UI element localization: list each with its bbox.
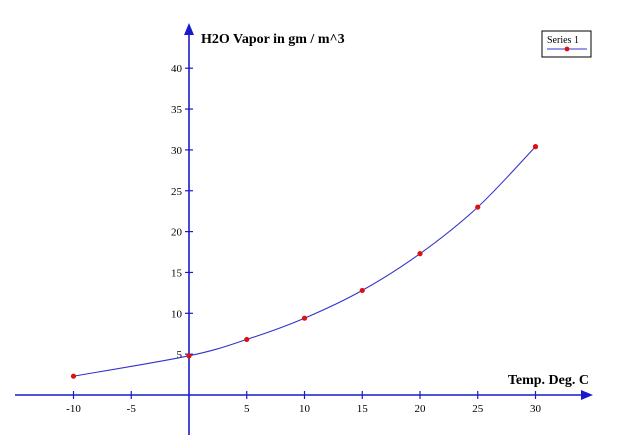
legend-label: Series 1 bbox=[547, 35, 579, 46]
series-group bbox=[70, 144, 539, 379]
y-tick-label: 10 bbox=[171, 308, 183, 320]
y-tick-label: 35 bbox=[171, 104, 183, 116]
data-point bbox=[532, 144, 539, 150]
x-tick-label: 30 bbox=[530, 403, 542, 415]
y-axis-arrow bbox=[184, 23, 194, 35]
data-point bbox=[417, 251, 423, 257]
data-point bbox=[244, 336, 250, 343]
x-axis bbox=[15, 390, 593, 400]
y-tick-label: 15 bbox=[171, 267, 183, 279]
y-tick-label: 5 bbox=[177, 349, 183, 361]
x-axis-label: Temp. Deg. C bbox=[508, 373, 589, 388]
x-tick-label: 10 bbox=[299, 403, 311, 415]
x-tick-label: 25 bbox=[472, 403, 484, 415]
x-tick-label: -5 bbox=[127, 403, 137, 415]
legend-marker-sample bbox=[564, 46, 570, 52]
x-ticks: -10 -5 5 10 15 20 25 30 bbox=[66, 391, 542, 415]
x-tick-label: 15 bbox=[357, 403, 369, 415]
legend-box bbox=[541, 30, 592, 58]
y-tick-label: 40 bbox=[171, 63, 183, 75]
x-tick-label: 20 bbox=[415, 403, 427, 415]
y-tick-label: 20 bbox=[171, 227, 183, 239]
x-axis-arrow bbox=[581, 390, 593, 400]
x-tick-label: -10 bbox=[66, 403, 81, 415]
y-axis bbox=[184, 23, 194, 435]
data-point bbox=[359, 287, 365, 294]
data-point bbox=[475, 204, 481, 210]
x-tick-label: 5 bbox=[244, 403, 250, 415]
y-axis-label: H2O Vapor in gm / m^3 bbox=[201, 32, 345, 47]
y-tick-label: 25 bbox=[171, 186, 183, 198]
y-tick-label: 30 bbox=[171, 145, 183, 157]
data-point bbox=[301, 315, 308, 321]
data-point bbox=[186, 353, 192, 359]
data-point bbox=[70, 373, 77, 379]
legend: Series 1 bbox=[541, 30, 592, 58]
y-ticks: 5 10 15 20 25 30 35 40 bbox=[171, 63, 193, 361]
series-line bbox=[73, 146, 536, 377]
